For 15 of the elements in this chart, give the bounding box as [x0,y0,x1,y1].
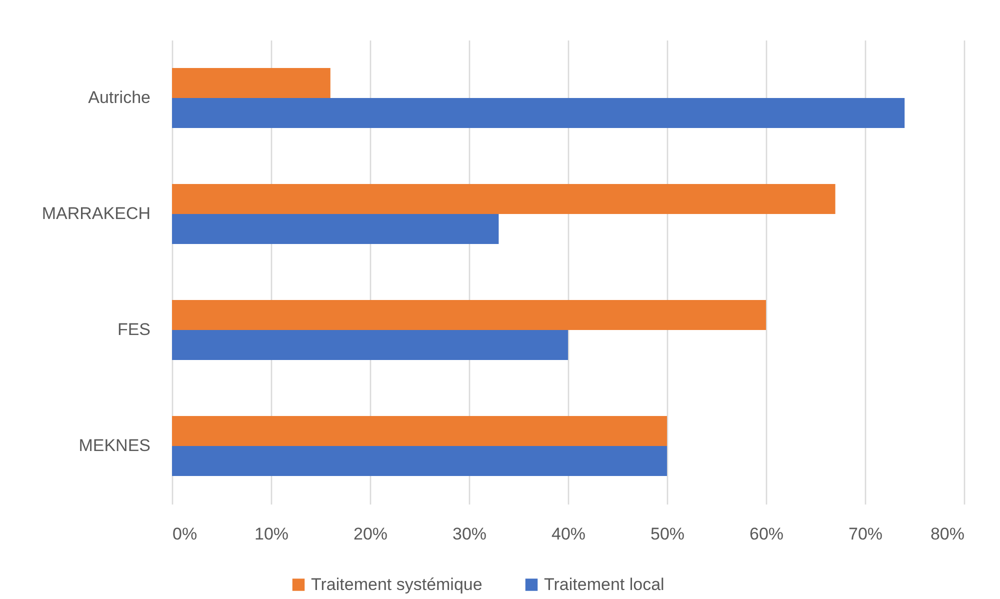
x-tick-label: 40% [551,524,586,544]
x-tick-label: 80% [930,524,964,544]
x-tick-label: 60% [749,524,784,544]
y-tick-label: FES [117,320,150,339]
x-tick-label: 10% [254,524,289,544]
y-tick-label: Autriche [88,88,150,107]
legend-label: Traitement local [544,574,664,594]
x-tick-label: 30% [452,524,487,544]
x-tick-label: 70% [848,524,883,544]
x-tick-label: 20% [353,524,388,544]
legend-label: Traitement systémique [311,574,482,594]
y-tick-label: MEKNES [78,436,150,455]
x-tick-label: 50% [650,524,685,544]
y-tick-label: MARRAKECH [42,204,150,223]
x-tick-label: 0% [172,524,198,544]
